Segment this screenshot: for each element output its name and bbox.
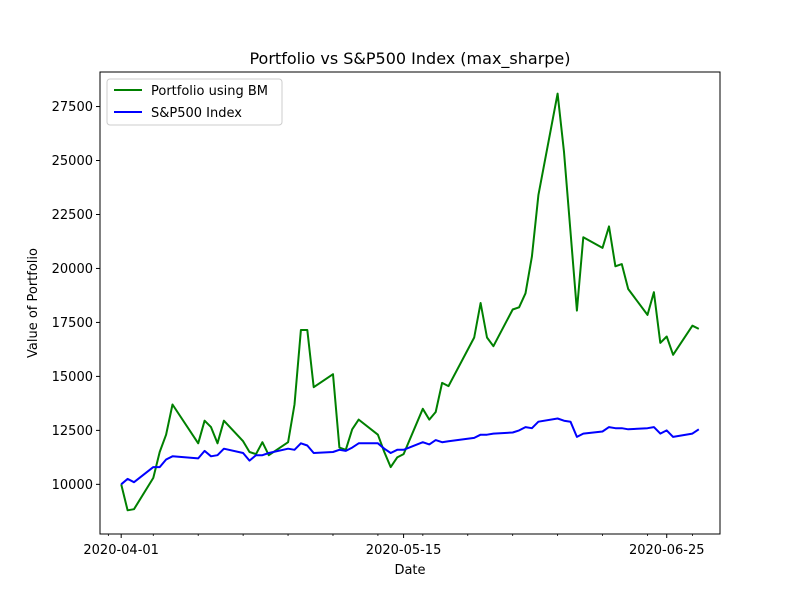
x-tick-label: 2020-04-01 xyxy=(83,543,159,558)
series-line-sp500 xyxy=(120,417,700,486)
y-tick-label: 15000 xyxy=(52,370,93,385)
y-axis-label: Value of Portfolio xyxy=(26,248,41,358)
chart-title: Portfolio vs S&P500 Index (max_sharpe) xyxy=(249,49,570,69)
y-tick-label: 10000 xyxy=(52,478,93,493)
y-tick-label: 17500 xyxy=(52,316,93,331)
x-axis: 2020-04-01 2020-05-15 2020-06-25 xyxy=(83,534,705,558)
y-tick-label: 27500 xyxy=(52,100,93,115)
legend-box xyxy=(106,78,283,126)
x-tick-label: 2020-06-25 xyxy=(629,543,705,558)
legend-label-portfolio: Portfolio using BM xyxy=(151,84,268,99)
plot-area-frame xyxy=(99,71,721,535)
y-axis: 10000 12500 15000 17500 20000 22500 25000 27500 xyxy=(52,100,100,493)
y-tick-label: 25000 xyxy=(52,154,93,169)
y-tick-label: 20000 xyxy=(52,262,93,277)
y-tick-label: 22500 xyxy=(52,208,93,223)
plot-lines xyxy=(120,92,700,512)
y-tick-label: 12500 xyxy=(52,424,93,439)
series-line-portfolio xyxy=(120,92,700,512)
legend-label-sp500: S&P500 Index xyxy=(151,106,242,121)
x-tick-label: 2020-05-15 xyxy=(366,543,442,558)
legend: Portfolio using BM S&P500 Index xyxy=(106,78,283,126)
x-axis-label: Date xyxy=(394,563,425,578)
